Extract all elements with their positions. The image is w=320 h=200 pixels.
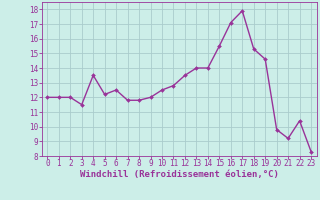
X-axis label: Windchill (Refroidissement éolien,°C): Windchill (Refroidissement éolien,°C) bbox=[80, 170, 279, 179]
